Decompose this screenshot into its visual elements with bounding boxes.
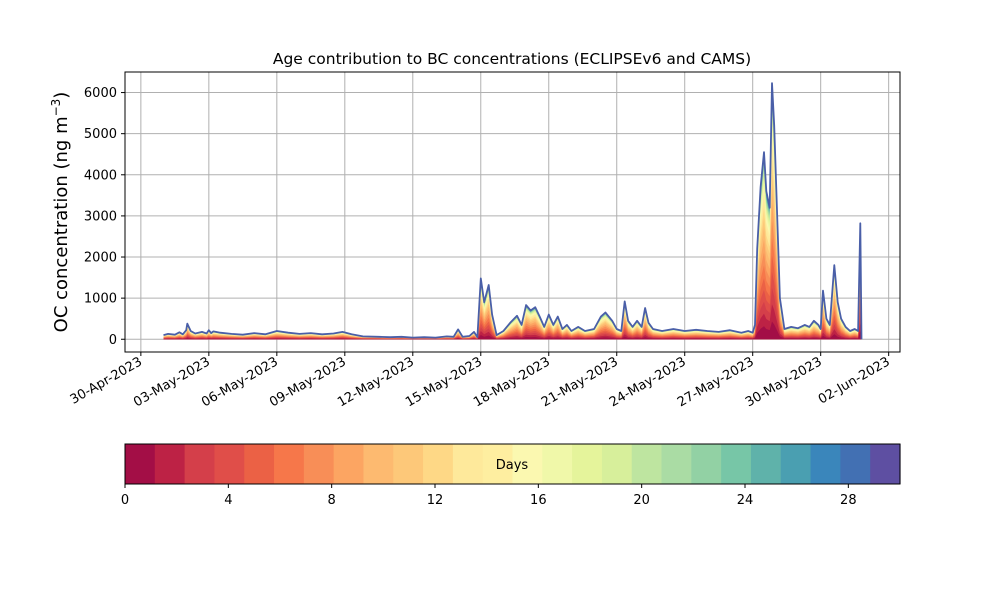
colorbar-tick-label: 8 — [328, 493, 336, 508]
colorbar-cell — [601, 444, 633, 484]
colorbar-label: Days — [496, 458, 529, 473]
x-tick-label: 02-Jun-2023 — [816, 354, 893, 407]
colorbar-cell — [572, 444, 603, 484]
colorbar-ticks: 0 4 8 12 16 20 24 28 — [121, 484, 857, 508]
plot-frame — [124, 71, 901, 353]
colorbar-cell — [303, 444, 335, 484]
colorbar-tick-label: 24 — [737, 493, 754, 508]
colorbar-cell — [274, 444, 305, 484]
y-tick-label: 1000 — [84, 292, 117, 307]
colorbar-cell — [333, 444, 365, 484]
x-axis-ticks: 30-Apr-202303-May-202306-May-202309-May-… — [68, 352, 893, 410]
y-axis-label-main: OC concentration (ng m — [51, 116, 72, 332]
colorbar-cell — [661, 444, 692, 484]
y-tick-label: 3000 — [84, 209, 117, 224]
colorbar-cell — [631, 444, 663, 484]
colorbar-cell — [452, 444, 484, 484]
x-tick-label: 18-May-2023 — [471, 354, 553, 410]
chart-title: Age contribution to BC concentrations (E… — [273, 50, 751, 68]
colorbar-tick-label: 20 — [633, 493, 650, 508]
x-tick-label: 06-May-2023 — [199, 354, 281, 410]
colorbar-frame — [124, 443, 901, 485]
x-tick-label: 09-May-2023 — [267, 354, 349, 410]
y-axis-label: OC concentration (ng m−3) — [49, 92, 72, 333]
y-tick-label: 0 — [109, 333, 117, 348]
plot-area — [124, 71, 901, 353]
colorbar-tick-label: 12 — [427, 493, 444, 508]
colorbar-tick-label: 28 — [840, 493, 857, 508]
x-tick-label: 03-May-2023 — [131, 354, 213, 410]
x-tick-label: 15-May-2023 — [403, 354, 485, 410]
colorbar-tick-label: 0 — [121, 493, 129, 508]
colorbar-cell — [512, 444, 543, 484]
colorbar-cell — [542, 444, 573, 484]
x-tick-label: 27-May-2023 — [675, 354, 757, 410]
colorbar-cell — [721, 444, 752, 484]
colorbar-tick-label: 4 — [224, 493, 232, 508]
grid-lines — [125, 72, 900, 352]
colorbar-cell — [393, 444, 424, 484]
colorbar: Days 0 4 8 12 16 20 24 28 — [121, 443, 901, 508]
y-axis-label-superscript: −3 — [49, 99, 63, 117]
y-axis-ticks: 0 1000 2000 3000 4000 5000 6000 — [84, 86, 125, 348]
colorbar-cell — [840, 444, 871, 484]
x-tick-label: 30-May-2023 — [743, 354, 825, 410]
colorbar-cell — [244, 444, 275, 484]
y-tick-label: 4000 — [84, 168, 117, 183]
colorbar-cell — [125, 444, 156, 484]
stacked-age-areas — [163, 83, 862, 340]
x-tick-label: 24-May-2023 — [607, 354, 689, 410]
colorbar-cell — [870, 444, 901, 484]
colorbar-cell — [154, 444, 186, 484]
x-tick-label: 21-May-2023 — [539, 354, 621, 410]
y-tick-label: 5000 — [84, 127, 117, 142]
colorbar-cell — [423, 444, 454, 484]
colorbar-cell — [750, 444, 782, 484]
total-concentration-line — [163, 82, 863, 340]
x-tick-label: 12-May-2023 — [335, 354, 417, 410]
colorbar-cell — [810, 444, 841, 484]
colorbar-cell — [184, 444, 216, 484]
colorbar-cells — [125, 444, 901, 484]
y-tick-label: 6000 — [84, 86, 117, 101]
colorbar-cell — [214, 444, 245, 484]
colorbar-cell — [363, 444, 394, 484]
y-axis-label-close: ) — [51, 92, 72, 99]
colorbar-cell — [780, 444, 812, 484]
colorbar-tick-label: 16 — [530, 493, 547, 508]
colorbar-cell — [691, 444, 722, 484]
y-tick-label: 2000 — [84, 251, 117, 266]
colorbar-cell — [482, 444, 514, 484]
